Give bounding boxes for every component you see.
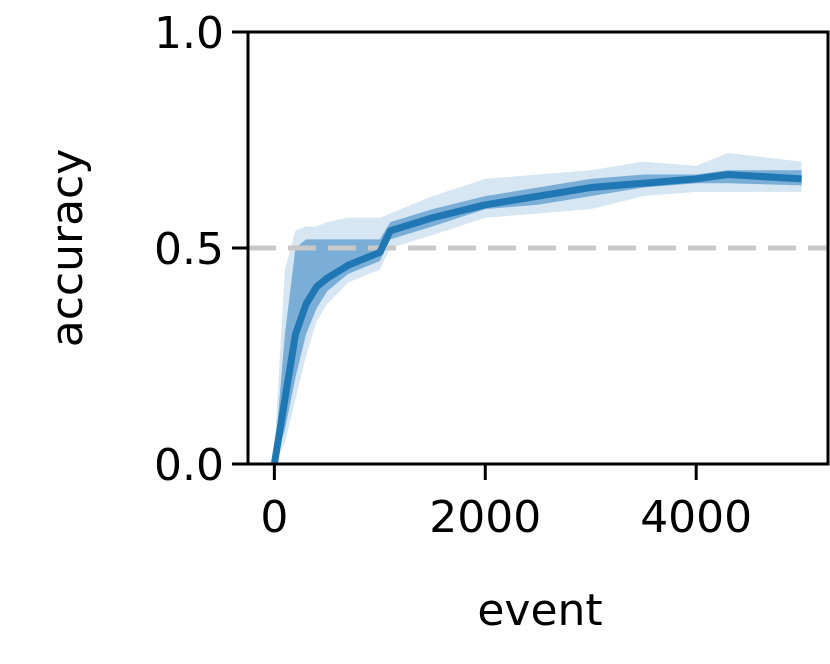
x-tick-label: 4000	[640, 492, 752, 543]
y-tick-label: 0.0	[154, 440, 224, 491]
y-axis-label: accuracy	[42, 149, 93, 348]
x-axis-label: event	[477, 585, 602, 636]
line	[270, 171, 802, 465]
x-tick-label: 2000	[429, 492, 541, 543]
y-tick-label: 1.0	[154, 8, 224, 59]
y-tick-label: 0.5	[154, 224, 224, 275]
x-tick-label: 0	[260, 492, 288, 543]
band	[274, 170, 802, 465]
